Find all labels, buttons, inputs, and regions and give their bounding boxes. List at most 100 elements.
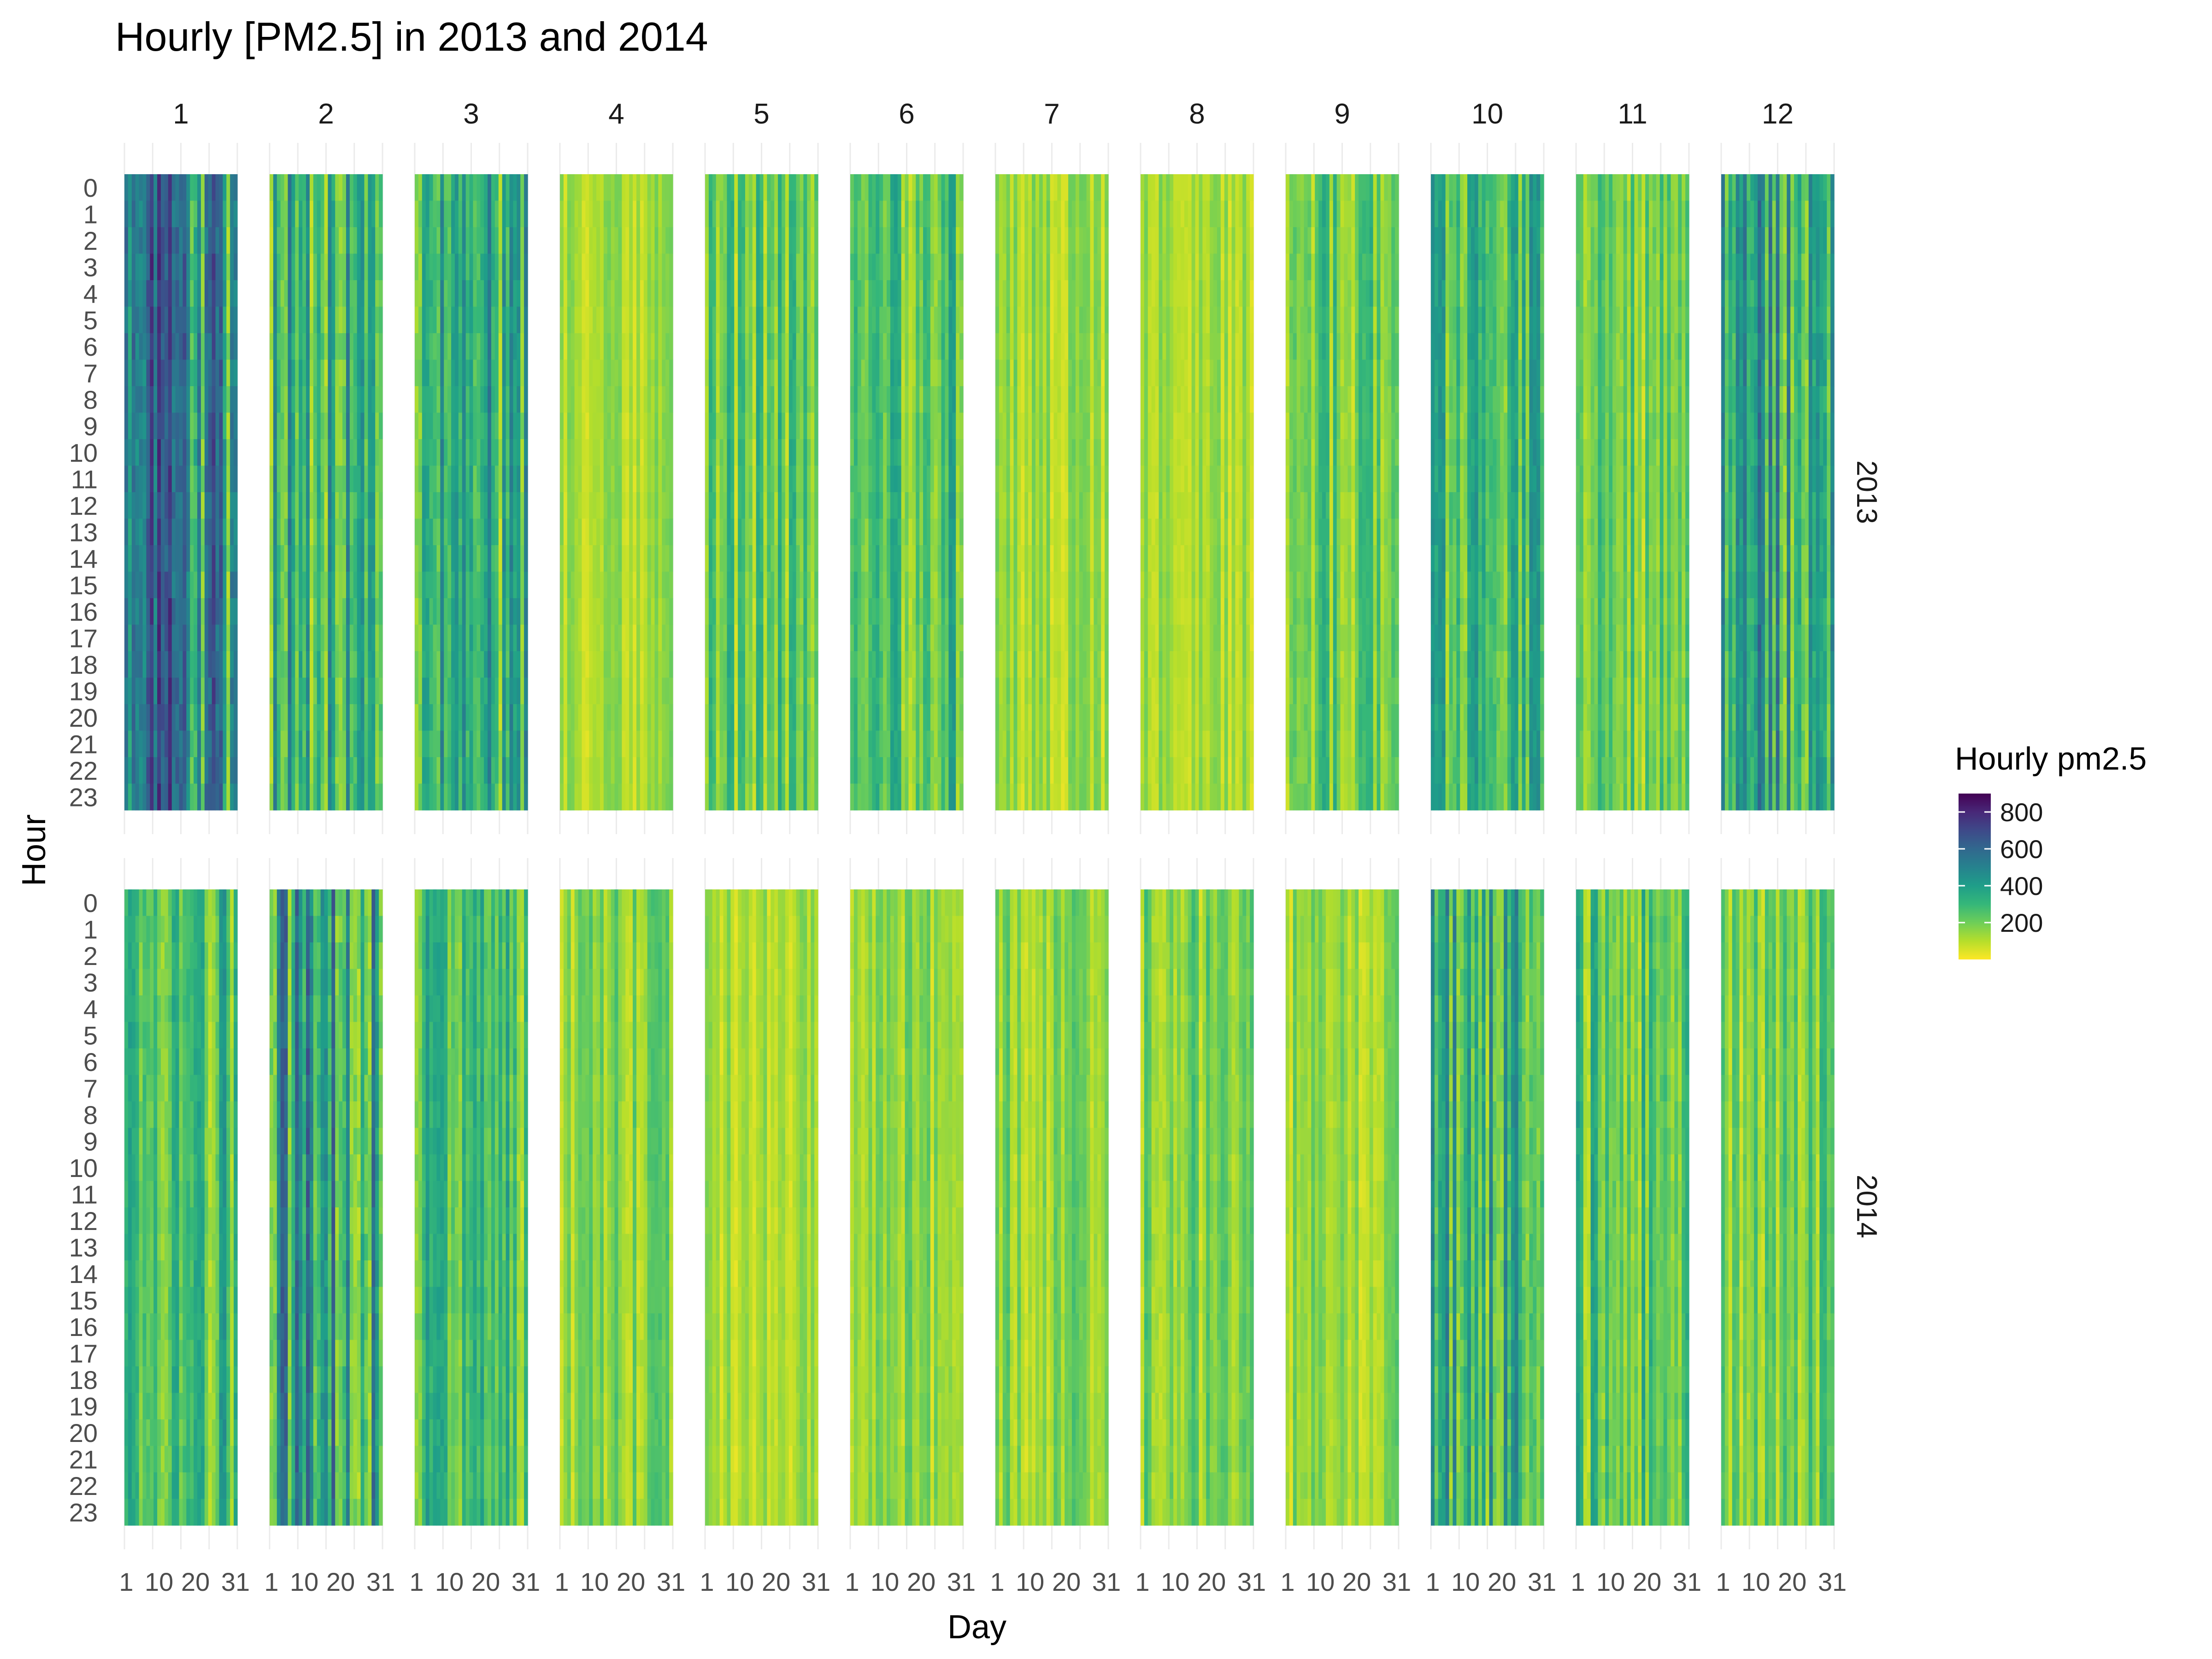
heatmap-cell bbox=[270, 545, 274, 572]
heatmap-cell bbox=[625, 624, 629, 652]
heatmap-cell bbox=[320, 704, 325, 731]
heatmap-cell bbox=[748, 227, 753, 254]
heatmap-cell bbox=[589, 651, 593, 678]
heatmap-cell bbox=[719, 598, 724, 625]
heatmap-cell bbox=[708, 465, 713, 493]
heatmap-cell bbox=[425, 651, 430, 678]
heatmap-cell bbox=[887, 757, 891, 784]
heatmap-cell bbox=[767, 730, 771, 758]
heatmap-cell bbox=[146, 783, 150, 811]
heatmap-cell bbox=[357, 465, 361, 493]
heatmap-cell bbox=[1002, 253, 1007, 281]
heatmap-cell bbox=[1042, 598, 1047, 625]
heatmap-cell bbox=[908, 492, 912, 519]
heatmap-cell bbox=[897, 704, 902, 731]
facet-panel bbox=[260, 143, 392, 834]
heatmap-cell bbox=[223, 465, 227, 493]
heatmap-cell bbox=[930, 174, 935, 201]
heatmap-cell bbox=[956, 253, 960, 281]
heatmap-cell bbox=[422, 624, 426, 652]
heatmap-cell bbox=[276, 253, 281, 281]
heatmap-cell bbox=[1039, 386, 1043, 413]
heatmap-cell bbox=[331, 439, 335, 466]
heatmap-cell bbox=[596, 704, 600, 731]
heatmap-cell bbox=[959, 306, 964, 334]
heatmap-cell bbox=[364, 386, 368, 413]
heatmap-cell bbox=[636, 571, 641, 599]
heatmap-cell bbox=[767, 757, 771, 784]
heatmap-cell bbox=[302, 651, 306, 678]
heatmap-cell bbox=[563, 757, 568, 784]
heatmap-cell bbox=[309, 518, 314, 546]
heatmap-cell bbox=[273, 545, 277, 572]
heatmap-cell bbox=[622, 651, 626, 678]
heatmap-cell bbox=[477, 757, 481, 784]
heatmap-cell bbox=[879, 174, 883, 201]
heatmap-cell bbox=[651, 651, 655, 678]
heatmap-cell bbox=[800, 704, 804, 731]
heatmap-cell bbox=[876, 677, 880, 705]
heatmap-cell bbox=[872, 545, 876, 572]
heatmap-cell bbox=[585, 465, 589, 493]
heatmap-cell bbox=[212, 465, 216, 493]
heatmap-cell bbox=[433, 439, 437, 466]
heatmap-cell bbox=[582, 677, 586, 705]
heatmap-cell bbox=[451, 651, 455, 678]
heatmap-cell bbox=[179, 439, 183, 466]
heatmap-cell bbox=[418, 386, 423, 413]
heatmap-cell bbox=[280, 306, 285, 334]
heatmap-cell bbox=[230, 465, 234, 493]
heatmap-cell bbox=[705, 624, 709, 652]
heatmap-cell bbox=[139, 439, 143, 466]
heatmap-cell bbox=[128, 306, 132, 334]
heatmap-cell bbox=[190, 757, 194, 784]
heatmap-cell bbox=[226, 624, 230, 652]
heatmap-cell bbox=[477, 465, 481, 493]
heatmap-cell bbox=[284, 704, 288, 731]
heatmap-cell bbox=[302, 439, 306, 466]
heatmap-cell bbox=[219, 783, 223, 811]
heatmap-cell bbox=[719, 492, 724, 519]
heatmap-cell bbox=[995, 359, 1000, 387]
heatmap-cell bbox=[215, 677, 220, 705]
heatmap-cell bbox=[890, 492, 894, 519]
heatmap-cell bbox=[415, 624, 419, 652]
heatmap-cell bbox=[763, 465, 767, 493]
heatmap-cell bbox=[781, 280, 786, 307]
heatmap-cell bbox=[959, 730, 964, 758]
heatmap-cell bbox=[142, 571, 147, 599]
heatmap-cell bbox=[317, 333, 321, 360]
heatmap-cell bbox=[926, 412, 931, 440]
heatmap-cell bbox=[234, 651, 238, 678]
heatmap-cell bbox=[502, 571, 506, 599]
heatmap-cell bbox=[796, 518, 800, 546]
heatmap-cell bbox=[774, 227, 778, 254]
heatmap-cell bbox=[1013, 280, 1018, 307]
heatmap-cell bbox=[771, 386, 775, 413]
heatmap-cell bbox=[502, 545, 506, 572]
heatmap-cell bbox=[422, 359, 426, 387]
heatmap-cell bbox=[509, 783, 513, 811]
heatmap-cell bbox=[320, 280, 325, 307]
heatmap-cell bbox=[640, 465, 644, 493]
heatmap-cell bbox=[186, 200, 190, 228]
heatmap-cell bbox=[603, 439, 608, 466]
heatmap-cell bbox=[741, 677, 746, 705]
heatmap-cell bbox=[324, 492, 329, 519]
heatmap-cell bbox=[436, 359, 441, 387]
heatmap-cell bbox=[901, 757, 906, 784]
heatmap-cell bbox=[444, 333, 448, 360]
heatmap-cell bbox=[643, 518, 648, 546]
heatmap-cell bbox=[379, 757, 383, 784]
heatmap-cell bbox=[999, 359, 1003, 387]
heatmap-cell bbox=[328, 545, 332, 572]
heatmap-cell bbox=[647, 704, 652, 731]
heatmap-cell bbox=[622, 757, 626, 784]
heatmap-cell bbox=[124, 174, 129, 201]
heatmap-cell bbox=[223, 174, 227, 201]
heatmap-cell bbox=[665, 174, 670, 201]
heatmap-cell bbox=[379, 783, 383, 811]
heatmap-cell bbox=[171, 359, 176, 387]
heatmap-cell bbox=[208, 730, 212, 758]
heatmap-cell bbox=[589, 518, 593, 546]
